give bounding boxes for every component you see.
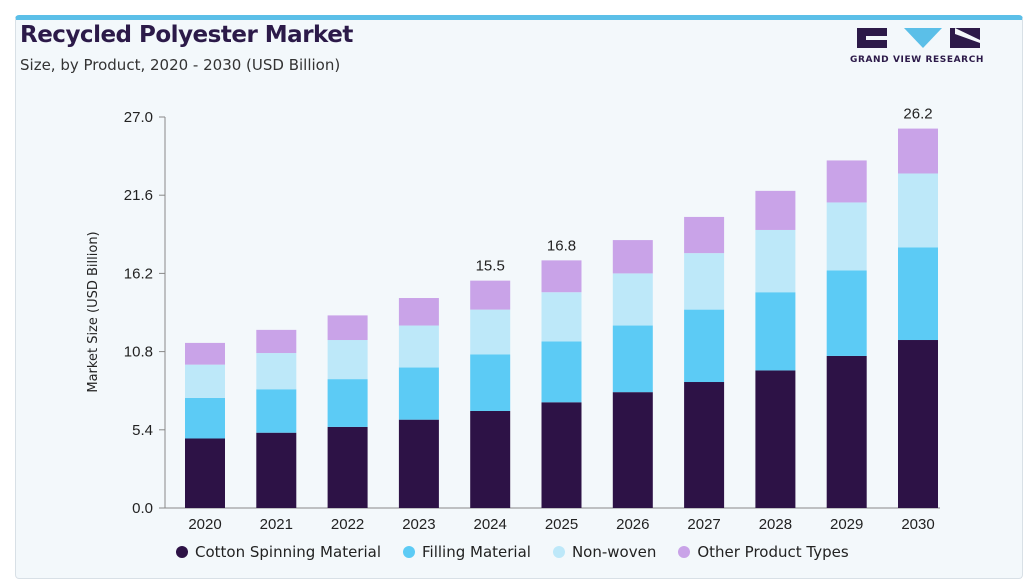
bar-segment-filling-material-2024 (470, 354, 511, 411)
bar-segment-non-woven-2025 (541, 292, 582, 342)
legend-label: Cotton Spinning Material (195, 543, 381, 561)
bar-segment-other-product-types-2023 (398, 298, 439, 326)
bar-segment-filling-material-2023 (398, 367, 439, 420)
bar-segment-non-woven-2022 (327, 340, 368, 380)
legend: Cotton Spinning Material Filling Material… (176, 543, 849, 561)
bar-segment-filling-material-2021 (256, 389, 297, 433)
bar-segment-cotton-spinning-material-2029 (826, 355, 867, 508)
legend-label: Other Product Types (697, 543, 849, 561)
y-tick-label: 27.0 (124, 109, 153, 126)
bar-segment-cotton-spinning-material-2022 (327, 426, 368, 508)
bars-group (185, 128, 938, 508)
legend-label: Non-woven (571, 543, 657, 561)
bar-segment-cotton-spinning-material-2021 (256, 432, 297, 508)
bar-segment-non-woven-2028 (755, 229, 796, 293)
x-tick-label: 2020 (188, 516, 221, 533)
bar-segment-other-product-types-2022 (327, 315, 368, 341)
x-tick-label: 2024 (474, 516, 507, 533)
legend-label: Filling Material (422, 543, 531, 561)
x-tick-label: 2027 (687, 516, 720, 533)
total-label-2030: 26.2 (903, 106, 932, 123)
y-tick-label: 0.0 (132, 500, 153, 517)
bar-segment-other-product-types-2030 (898, 128, 938, 174)
logo-mark-icon (857, 28, 980, 48)
y-tick-label: 16.2 (124, 265, 153, 282)
bar-segment-other-product-types-2021 (256, 329, 297, 354)
bar-segment-filling-material-2022 (327, 379, 368, 427)
brand-name: GRAND VIEW RESEARCH (849, 55, 985, 65)
bar-segment-non-woven-2024 (470, 309, 511, 355)
legend-item: Other Product Types (678, 543, 849, 561)
legend-marker-icon (678, 546, 691, 558)
grand-view-research-logo: GRAND VIEW RESEARCH (842, 26, 992, 86)
bar-segment-other-product-types-2020 (185, 342, 225, 365)
x-tick-label: 2028 (759, 516, 792, 533)
x-tick-label: 2030 (901, 516, 934, 533)
y-tick-label: 21.6 (124, 187, 153, 204)
bar-segment-non-woven-2023 (398, 325, 439, 368)
bar-segment-other-product-types-2028 (755, 190, 796, 230)
x-tick-label: 2029 (830, 516, 863, 533)
bar-segment-other-product-types-2025 (541, 260, 582, 293)
x-tick-label: 2026 (616, 516, 649, 533)
bar-segment-cotton-spinning-material-2025 (541, 402, 582, 508)
bar-segment-non-woven-2027 (684, 253, 725, 310)
legend-item: Non-woven (552, 543, 657, 561)
x-tick-label: 2022 (331, 516, 364, 533)
labels-group: 2020 2021 2022 2023 2024 2025 2026 2027 2028 2029… (188, 106, 934, 533)
bar-segment-filling-material-2020 (185, 397, 225, 439)
legend-item: Filling Material (403, 543, 531, 561)
axes-group: 0.0 5.4 10.8 16.2 21.6 27.0 (124, 109, 940, 517)
legend-item: Cotton Spinning Material (176, 543, 381, 561)
x-tick-label: 2025 (545, 516, 578, 533)
chart-title: Recycled Polyester Market (20, 22, 353, 48)
y-axis-label: Market Size (USD Billion) (86, 231, 101, 392)
bar-segment-filling-material-2027 (684, 309, 725, 383)
x-tick-label: 2021 (260, 516, 293, 533)
bar-segment-non-woven-2020 (185, 364, 225, 398)
y-tick-label: 5.4 (132, 422, 153, 439)
bar-segment-cotton-spinning-material-2030 (898, 340, 938, 508)
bar-segment-filling-material-2026 (612, 325, 653, 393)
bar-segment-cotton-spinning-material-2026 (612, 392, 653, 508)
x-tick-label: 2023 (402, 516, 435, 533)
bar-segment-other-product-types-2026 (612, 240, 653, 274)
bar-segment-non-woven-2029 (826, 202, 867, 271)
legend-marker-icon (552, 546, 565, 558)
chart-subtitle: Size, by Product, 2020 - 2030 (USD Billi… (20, 56, 341, 74)
bar-segment-filling-material-2030 (898, 247, 938, 341)
legend-marker-icon (403, 546, 415, 558)
bar-segment-cotton-spinning-material-2028 (755, 370, 796, 508)
bar-segment-other-product-types-2027 (684, 216, 725, 254)
bar-segment-cotton-spinning-material-2023 (398, 419, 439, 508)
bar-segment-filling-material-2025 (541, 341, 582, 403)
bar-segment-cotton-spinning-material-2027 (684, 382, 725, 508)
bar-segment-filling-material-2029 (826, 270, 867, 356)
total-label-2025: 16.8 (547, 237, 576, 254)
bar-segment-non-woven-2030 (898, 173, 938, 248)
bar-segment-cotton-spinning-material-2020 (185, 438, 225, 508)
bar-segment-other-product-types-2029 (826, 160, 867, 203)
legend-marker-icon (176, 546, 188, 558)
bar-segment-other-product-types-2024 (470, 280, 511, 310)
bar-segment-filling-material-2028 (755, 292, 796, 371)
bar-segment-cotton-spinning-material-2024 (470, 410, 511, 508)
bar-segment-non-woven-2026 (612, 273, 653, 326)
bar-segment-non-woven-2021 (256, 353, 297, 390)
total-label-2024: 15.5 (476, 258, 505, 275)
y-tick-label: 10.8 (124, 344, 153, 361)
